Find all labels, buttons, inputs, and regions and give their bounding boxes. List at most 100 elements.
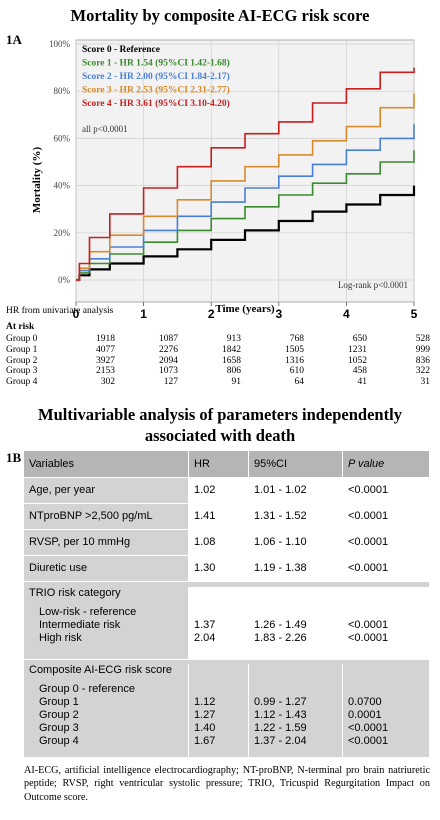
legend-entry: Score 0 - Reference [82,45,160,55]
trio-sub-ci: 1.26 - 1.49 [254,619,307,631]
composite-sub-p: 0.0700 [348,696,382,708]
at-risk-count: 3927 [96,355,115,366]
at-risk-count: 1073 [159,366,178,377]
composite-block: Composite AI-ECG risk score Group 0 - re… [24,660,429,761]
at-risk-label: At risk [6,322,35,332]
at-risk-row: Group 3 2153 1073 806 610 458 322 [6,366,430,377]
x-tick-label: 4 [343,307,350,320]
header-variables: Variables [29,458,75,470]
legend-entry: Score 1 - HR 1.54 (95%CI 1.42-1.68) [82,58,230,69]
figure-title: Mortality by composite AI-ECG risk score [70,6,370,25]
x-tick-label: 0 [73,307,80,320]
footnote: AI-ECG, artificial intelligence electroc… [24,765,430,803]
composite-sub-variable: Group 0 - reference [39,683,135,695]
x-tick-label: 5 [411,307,418,320]
y-tick-label: 0% [58,275,71,285]
at-risk-count: 2276 [159,344,178,355]
km-chart: 0% 20% 40% 60% 80% 100% 0 1 2 3 4 5 Score 0 - Refer… [31,39,418,320]
row-hr: 1.02 [188,478,248,503]
composite-sub-hr: 1.12 [194,696,216,708]
table-row: Age, per year 1.02 1.01 - 1.02 <0.0001 [24,478,429,503]
at-risk-count: 4077 [96,344,115,355]
x-tick-label: 3 [275,307,282,320]
at-risk-count: 1316 [285,355,304,366]
header-hr: HR [188,451,248,477]
at-risk-count: 2153 [96,366,115,377]
at-risk-count: 650 [352,334,367,344]
composite-sub-variable: Group 4 [39,735,79,747]
row-variable: Age, per year [29,484,96,496]
table-row: RVSP, per 10 mmHg 1.08 1.06 - 1.10 <0.00… [24,530,429,555]
composite-title: Composite AI-ECG risk score [29,664,173,676]
legend-entry: Score 3 - HR 2.53 (95%CI 2.31-2.77) [82,85,230,96]
at-risk-table: Group 0 1918 1087 913 768 650 528 Group … [6,334,430,388]
row-ci: 1.06 - 1.10 [248,530,342,555]
row-hr: 1.08 [188,530,248,555]
row-variable: Diuretic use [29,562,88,574]
at-risk-row: Group 1 4077 2276 1842 1505 1231 999 [6,345,430,356]
trio-title: TRIO risk category [29,587,121,599]
row-p: <0.0001 [342,556,429,581]
composite-sub-p: <0.0001 [348,722,389,734]
trio-sub-ci: 1.83 - 2.26 [254,632,307,644]
header-ci: 95%CI [248,451,342,477]
at-risk-group: Group 2 [6,355,38,366]
y-tick-label: 20% [54,228,71,238]
y-tick-label: 60% [54,133,71,143]
at-risk-count: 1231 [348,344,367,355]
univariate-note: HR from univariate analysis [6,306,114,316]
legend-entry: Score 2 - HR 2.00 (95%CI 1.84-2.17) [82,71,230,82]
composite-sub-variable: Group 3 [39,722,79,734]
at-risk-count: 458 [352,366,367,377]
composite-sub-hr: 1.40 [194,722,216,734]
trio-sub-variable: High risk [39,632,82,644]
at-risk-count: 91 [231,377,242,388]
at-risk-count: 1052 [348,355,367,366]
at-risk-count: 127 [163,377,178,388]
at-risk-count: 1842 [222,344,241,355]
row-variable: RVSP, per 10 mmHg [29,536,131,548]
at-risk-count: 1918 [96,334,115,344]
at-risk-count: 999 [415,344,430,355]
at-risk-count: 806 [226,366,241,377]
row-ci: 1.01 - 1.02 [248,478,342,503]
table-row: NTproBNP >2,500 pg/mL 1.41 1.31 - 1.52 <… [24,504,429,529]
at-risk-count: 41 [357,377,368,388]
trio-sub-p: <0.0001 [348,632,389,644]
header-p: P value [342,451,429,477]
trio-sub-hr: 1.37 [194,619,216,631]
at-risk-row: Group 0 1918 1087 913 768 650 528 [6,334,430,345]
row-hr: 1.30 [188,556,248,581]
x-tick-label: 2 [208,307,215,320]
at-risk-count: 768 [289,334,304,344]
trio-block: TRIO risk category Low-risk - reference … [24,582,429,659]
composite-sub-ci: 0.99 - 1.27 [254,696,307,708]
row-ci: 1.31 - 1.52 [248,504,342,529]
composite-sub-hr: 1.67 [194,735,216,747]
trio-sub-p: <0.0001 [348,619,389,631]
at-risk-group: Group 3 [6,366,38,377]
y-tick-label: 100% [49,39,71,49]
composite-sub-ci: 1.22 - 1.59 [254,722,307,734]
row-ci: 1.19 - 1.38 [248,556,342,581]
row-variable: NTproBNP >2,500 pg/mL [29,510,153,522]
at-risk-count: 913 [226,334,241,344]
y-tick-label: 80% [54,86,71,96]
at-risk-count: 1658 [222,355,241,366]
at-risk-count: 528 [415,334,430,344]
at-risk-count: 31 [420,377,431,388]
series-line-4 [76,67,415,281]
trio-sub-hr: 2.04 [194,632,216,644]
at-risk-count: 302 [100,377,115,388]
composite-sub-ci: 1.37 - 2.04 [254,735,307,747]
at-risk-count: 1505 [285,344,304,355]
at-risk-count: 64 [294,377,305,388]
row-p: <0.0001 [342,530,429,555]
at-risk-row: Group 2 3927 2094 1658 1316 1052 836 [6,356,430,367]
at-risk-group: Group 4 [6,377,38,388]
composite-sub-hr: 1.27 [194,709,216,721]
panel-b-label: 1B [6,450,22,465]
composite-sub-p: <0.0001 [348,735,389,747]
row-hr: 1.41 [188,504,248,529]
composite-sub-variable: Group 2 [39,709,79,721]
